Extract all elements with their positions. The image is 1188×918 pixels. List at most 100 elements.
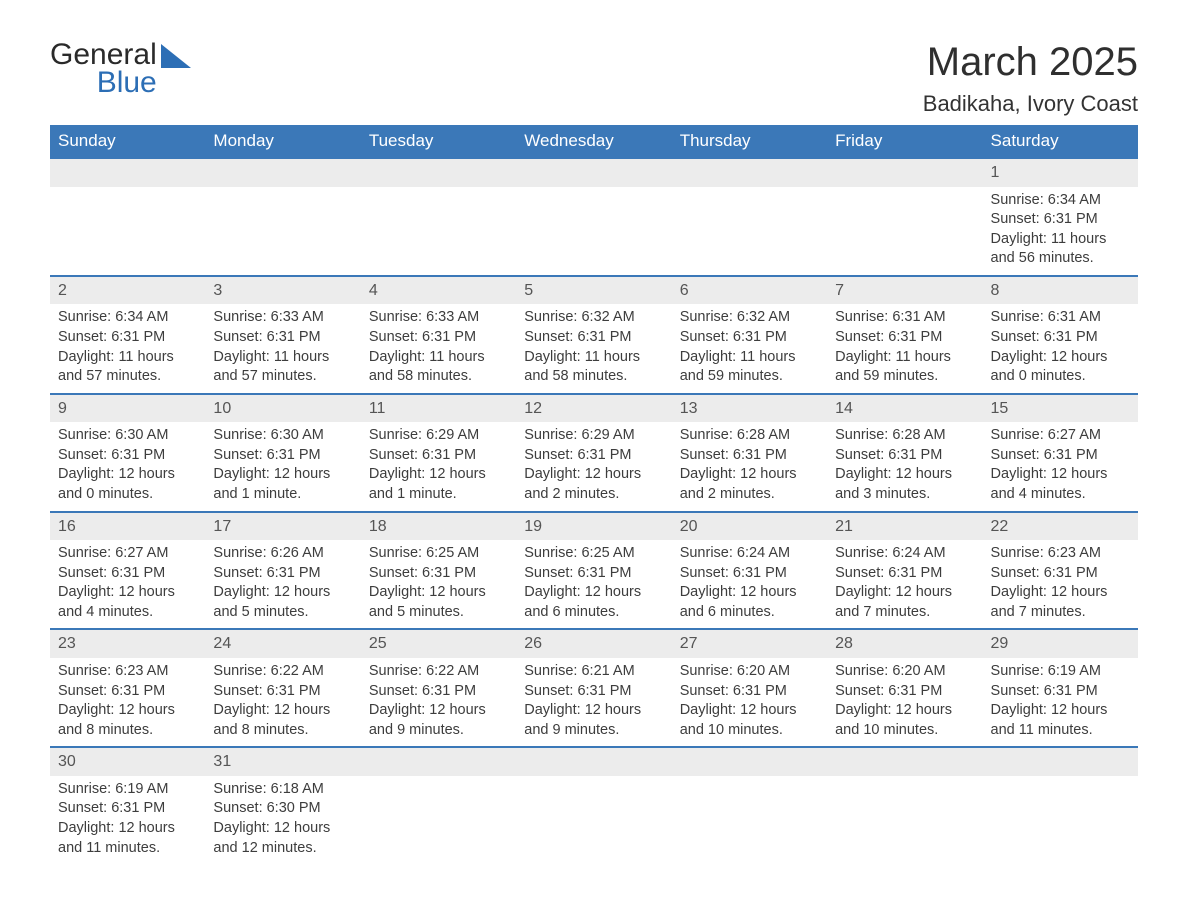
sunset-text: Sunset: 6:31 PM (680, 328, 819, 348)
day-number-cell: 31 (205, 747, 360, 776)
sunrise-text: Sunrise: 6:29 AM (369, 426, 508, 446)
day-number-cell (827, 158, 982, 187)
daylight-text: Daylight: 12 hours and 11 minutes. (991, 701, 1130, 740)
day-body-cell: Sunrise: 6:19 AMSunset: 6:31 PMDaylight:… (50, 776, 205, 864)
sunrise-text: Sunrise: 6:19 AM (991, 662, 1130, 682)
daylight-text: Daylight: 11 hours and 58 minutes. (369, 348, 508, 387)
sunset-text: Sunset: 6:31 PM (58, 799, 197, 819)
day-body-cell (516, 776, 671, 864)
daylight-text: Daylight: 11 hours and 58 minutes. (524, 348, 663, 387)
sunset-text: Sunset: 6:31 PM (369, 564, 508, 584)
day-body-cell: Sunrise: 6:28 AMSunset: 6:31 PMDaylight:… (672, 422, 827, 511)
day-number-row: 2345678 (50, 276, 1138, 305)
daylight-text: Daylight: 12 hours and 1 minute. (369, 465, 508, 504)
daylight-text: Daylight: 12 hours and 5 minutes. (213, 583, 352, 622)
day-number-cell: 1 (983, 158, 1138, 187)
sunrise-text: Sunrise: 6:30 AM (213, 426, 352, 446)
day-body-cell: Sunrise: 6:25 AMSunset: 6:31 PMDaylight:… (516, 540, 671, 629)
sunrise-text: Sunrise: 6:32 AM (680, 308, 819, 328)
sunrise-text: Sunrise: 6:34 AM (58, 308, 197, 328)
daylight-text: Daylight: 12 hours and 8 minutes. (58, 701, 197, 740)
day-body-cell (50, 187, 205, 276)
sunrise-text: Sunrise: 6:20 AM (680, 662, 819, 682)
day-number-row: 3031 (50, 747, 1138, 776)
weekday-header: Sunday (50, 125, 205, 158)
daylight-text: Daylight: 12 hours and 6 minutes. (524, 583, 663, 622)
day-body-cell: Sunrise: 6:21 AMSunset: 6:31 PMDaylight:… (516, 658, 671, 747)
daylight-text: Daylight: 12 hours and 1 minute. (213, 465, 352, 504)
sunset-text: Sunset: 6:31 PM (213, 446, 352, 466)
header: General Blue March 2025 Badikaha, Ivory … (50, 40, 1138, 117)
day-body-cell (205, 187, 360, 276)
day-number-cell: 4 (361, 276, 516, 305)
sunset-text: Sunset: 6:31 PM (369, 328, 508, 348)
sunset-text: Sunset: 6:31 PM (369, 682, 508, 702)
weekday-header: Friday (827, 125, 982, 158)
day-number-row: 1 (50, 158, 1138, 187)
daylight-text: Daylight: 12 hours and 2 minutes. (524, 465, 663, 504)
day-number-cell (516, 158, 671, 187)
sunset-text: Sunset: 6:30 PM (213, 799, 352, 819)
daylight-text: Daylight: 11 hours and 57 minutes. (58, 348, 197, 387)
day-body-cell (361, 187, 516, 276)
day-number-cell (827, 747, 982, 776)
day-number-row: 23242526272829 (50, 629, 1138, 658)
sunset-text: Sunset: 6:31 PM (58, 446, 197, 466)
sunset-text: Sunset: 6:31 PM (58, 682, 197, 702)
sunset-text: Sunset: 6:31 PM (680, 446, 819, 466)
day-body-cell: Sunrise: 6:20 AMSunset: 6:31 PMDaylight:… (827, 658, 982, 747)
day-body-cell: Sunrise: 6:29 AMSunset: 6:31 PMDaylight:… (361, 422, 516, 511)
day-body-cell (827, 187, 982, 276)
sunrise-text: Sunrise: 6:23 AM (58, 662, 197, 682)
day-body-cell: Sunrise: 6:33 AMSunset: 6:31 PMDaylight:… (205, 304, 360, 393)
day-number-cell: 11 (361, 394, 516, 423)
day-body-row: Sunrise: 6:27 AM Sunset: 6:31 PM Daylight:… (50, 540, 1138, 629)
sunrise-text: Sunrise: 6:21 AM (524, 662, 663, 682)
day-number-cell: 21 (827, 512, 982, 541)
sunrise-text: Sunrise: 6:22 AM (213, 662, 352, 682)
calendar-header: SundayMondayTuesdayWednesdayThursdayFrid… (50, 125, 1138, 158)
sunrise-text: Sunrise: 6:22 AM (369, 662, 508, 682)
day-number-cell: 26 (516, 629, 671, 658)
day-body-cell: Sunrise: 6:31 AMSunset: 6:31 PMDaylight:… (983, 304, 1138, 393)
day-body-cell: Sunrise: 6:34 AMSunset: 6:31 PMDaylight:… (50, 304, 205, 393)
daylight-text: Daylight: 11 hours and 56 minutes. (991, 230, 1130, 269)
day-number-cell (50, 158, 205, 187)
day-number-cell: 19 (516, 512, 671, 541)
day-number-cell: 15 (983, 394, 1138, 423)
daylight-text: Daylight: 12 hours and 10 minutes. (835, 701, 974, 740)
day-body-cell (827, 776, 982, 864)
day-number-cell: 20 (672, 512, 827, 541)
day-number-cell: 14 (827, 394, 982, 423)
sunrise-text: Sunrise: 6:27 AM (58, 544, 197, 564)
sunrise-text: Sunrise: 6:29 AM (524, 426, 663, 446)
day-number-cell: 29 (983, 629, 1138, 658)
day-number-cell: 5 (516, 276, 671, 305)
daylight-text: Daylight: 11 hours and 57 minutes. (213, 348, 352, 387)
sunrise-text: Sunrise: 6:18 AM (213, 780, 352, 800)
day-number-cell: 7 (827, 276, 982, 305)
day-body-row: Sunrise: 6:23 AMSunset: 6:31 PMDaylight:… (50, 658, 1138, 747)
day-number-cell: 9 (50, 394, 205, 423)
daylight-text: Daylight: 12 hours and 7 minutes. (991, 583, 1130, 622)
calendar-table: SundayMondayTuesdayWednesdayThursdayFrid… (50, 125, 1138, 864)
daylight-text: Daylight: 11 hours and 59 minutes. (680, 348, 819, 387)
sunrise-text: Sunrise: 6:20 AM (835, 662, 974, 682)
weekday-header: Tuesday (361, 125, 516, 158)
sunrise-text: Sunrise: 6:25 AM (369, 544, 508, 564)
daylight-text: Daylight: 12 hours and 0 minutes. (991, 348, 1130, 387)
day-body-cell: Sunrise: 6:19 AMSunset: 6:31 PMDaylight:… (983, 658, 1138, 747)
sunset-text: Sunset: 6:31 PM (58, 328, 197, 348)
daylight-text: Daylight: 12 hours and 4 minutes. (58, 583, 197, 622)
day-body-cell: Sunrise: 6:25 AMSunset: 6:31 PMDaylight:… (361, 540, 516, 629)
day-body-cell: Sunrise: 6:32 AMSunset: 6:31 PMDaylight:… (672, 304, 827, 393)
day-body-cell: Sunrise: 6:31 AMSunset: 6:31 PMDaylight:… (827, 304, 982, 393)
day-body-cell: Sunrise: 6:24 AMSunset: 6:31 PMDaylight:… (672, 540, 827, 629)
day-body-cell: Sunrise: 6:30 AMSunset: 6:31 PMDaylight:… (50, 422, 205, 511)
day-body-cell: Sunrise: 6:23 AMSunset: 6:31 PMDaylight:… (50, 658, 205, 747)
day-body-cell: Sunrise: 6:18 AMSunset: 6:30 PMDaylight:… (205, 776, 360, 864)
sunset-text: Sunset: 6:31 PM (991, 682, 1130, 702)
logo-triangle-icon (161, 44, 191, 68)
sunrise-text: Sunrise: 6:28 AM (835, 426, 974, 446)
sunset-text: Sunset: 6:31 PM (680, 564, 819, 584)
